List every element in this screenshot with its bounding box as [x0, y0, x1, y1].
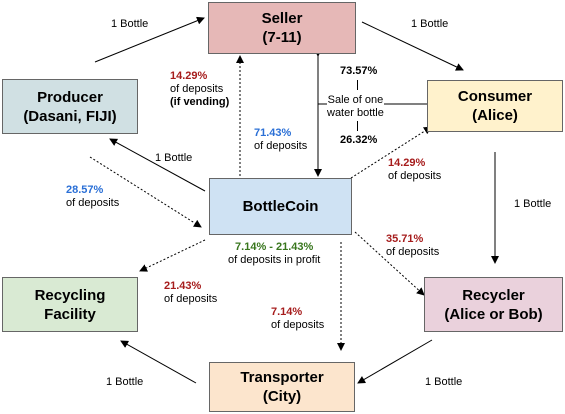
node-producer: Producer (Dasani, FIJI)	[2, 79, 138, 134]
label-deposit-seller: 71.43% of deposits	[254, 127, 307, 153]
node-seller-name: Seller	[261, 10, 303, 27]
pct-facility: 21.43%	[164, 280, 202, 292]
node-consumer: Consumer (Alice)	[427, 80, 563, 132]
node-consumer-name: Consumer	[457, 88, 533, 105]
sale-label-line1: Sale of one	[327, 94, 384, 106]
node-producer-name: Producer	[37, 88, 103, 106]
label-consumer-to-recycler: 1 Bottle	[514, 198, 552, 210]
text-seller-vending-1: of deposits	[170, 83, 224, 95]
node-recycler-name: Recycler	[462, 286, 525, 304]
sale-label-line2: water bottle	[327, 107, 384, 119]
text-seller-vending-2: (if vending)	[170, 96, 230, 108]
text-facility-1: of deposits	[164, 293, 218, 305]
label-deposit-consumer: 14.29% of deposits	[388, 157, 441, 183]
node-bottlecoin: BottleCoin	[209, 178, 352, 235]
node-recycler: Recycler (Alice or Bob)	[424, 277, 563, 332]
sale-tick	[357, 80, 358, 90]
node-seller: Seller (7-11)	[208, 2, 356, 54]
label-deposit-facility: 21.43% of deposits	[164, 280, 217, 306]
label-deposit-producer: 28.57% of deposits	[66, 184, 119, 210]
arrow-bottlecoin-to-producer	[109, 138, 206, 192]
text-recycler-1: of deposits	[386, 246, 440, 258]
pct-recycler: 35.71%	[386, 233, 424, 245]
arrow-recycler-to-transporter	[357, 339, 433, 384]
node-recycler-sub: (Alice or Bob)	[444, 305, 543, 323]
label-deposit-transporter: 7.14% of deposits	[271, 306, 324, 332]
node-recycling-facility: Recycling Facility	[2, 277, 138, 332]
pct-transporter: 7.14%	[271, 306, 303, 318]
label-deposit-profit: 7.14% - 21.43% of deposits in profit	[228, 241, 320, 267]
node-transporter-name: Transporter	[240, 369, 324, 386]
sale-label: Sale of one water bottle	[327, 94, 384, 120]
node-producer-sub: (Dasani, FIJI)	[23, 107, 117, 125]
node-seller-sub: (7-11)	[262, 29, 302, 46]
node-consumer-sub: (Alice)	[472, 107, 518, 124]
dotted-bottlecoin-to-facility	[139, 239, 206, 272]
pct-seller: 71.43%	[254, 127, 292, 139]
pct-profit: 7.14% - 21.43%	[235, 241, 314, 253]
node-transporter: Transporter (City)	[209, 362, 355, 412]
label-deposit-seller-vending: 14.29% of deposits (if vending)	[170, 70, 229, 109]
text-producer-1: of deposits	[66, 197, 120, 209]
label-transporter-to-facility: 1 Bottle	[106, 376, 144, 388]
text-seller-1: of deposits	[254, 140, 308, 152]
node-recycling-facility-name: Recycling	[34, 286, 106, 304]
pct-consumer: 14.29%	[388, 157, 426, 169]
arrow-seller-to-consumer	[361, 21, 464, 71]
arrow-producer-to-seller	[94, 16, 205, 63]
pct-producer: 28.57%	[66, 184, 104, 196]
label-deposit-recycler: 35.71% of deposits	[386, 233, 439, 259]
sale-tick-lower	[357, 121, 358, 131]
dotted-bottlecoin-to-recycler	[354, 231, 425, 296]
label-bottlecoin-to-producer: 1 Bottle	[155, 152, 193, 164]
label-seller-to-consumer: 1 Bottle	[411, 18, 449, 30]
text-profit-1: of deposits in profit	[228, 254, 321, 266]
dotted-producer-to-bottlecoin	[89, 156, 202, 228]
arrow-transporter-to-facility	[120, 340, 197, 384]
label-producer-to-seller: 1 Bottle	[111, 18, 149, 30]
text-consumer-1: of deposits	[388, 170, 442, 182]
node-transporter-sub: (City)	[262, 388, 302, 405]
node-bottlecoin-name: BottleCoin	[242, 198, 319, 215]
node-recycling-facility-sub: Facility	[44, 305, 96, 323]
sale-bottom-pct: 26.32%	[340, 134, 378, 146]
sale-top-pct: 73.57%	[340, 65, 378, 77]
label-recycler-to-transporter: 1 Bottle	[425, 376, 463, 388]
pct-seller-vending: 14.29%	[170, 70, 208, 82]
text-transporter-1: of deposits	[271, 319, 325, 331]
